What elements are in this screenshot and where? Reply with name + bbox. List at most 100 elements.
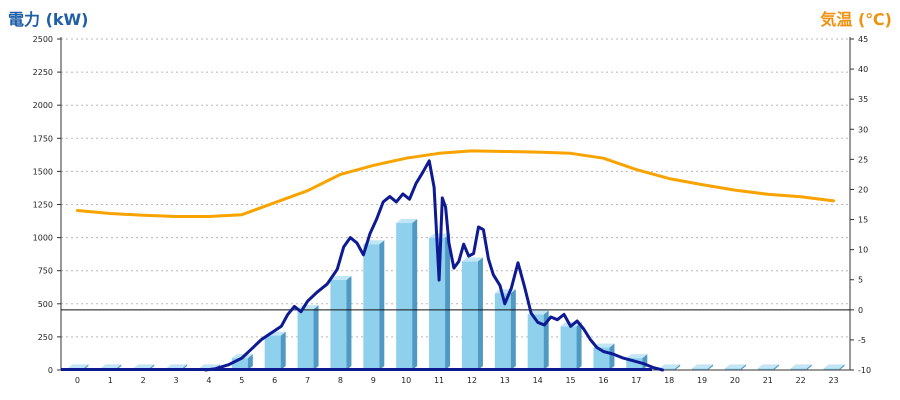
bar-side <box>510 289 516 370</box>
x-tick-label: 22 <box>796 376 806 385</box>
bar-face <box>692 368 709 370</box>
left-tick-label: 2500 <box>33 35 53 44</box>
left-tick-label: 2000 <box>33 101 53 110</box>
bar <box>297 305 319 370</box>
bar-top <box>133 364 155 369</box>
bar-side <box>576 322 582 370</box>
x-tick-label: 0 <box>75 376 80 385</box>
x-tick-label: 18 <box>664 376 674 385</box>
bar-face <box>429 237 446 370</box>
bar <box>461 257 483 370</box>
bar <box>330 275 352 370</box>
bar-side <box>839 364 845 370</box>
left-tick-label: 750 <box>38 267 53 276</box>
x-tick-label: 3 <box>174 376 179 385</box>
bar-top <box>166 364 188 369</box>
bar <box>527 310 549 370</box>
right-tick-label: 35 <box>858 95 868 104</box>
axes-layer <box>57 37 854 371</box>
bar-face <box>823 368 840 370</box>
bar-top <box>724 364 746 369</box>
left-tick-label: 1750 <box>33 134 53 143</box>
left-tick-label: 1000 <box>33 234 53 243</box>
x-tick-label: 12 <box>467 376 477 385</box>
bar-side <box>708 364 714 370</box>
bar-face <box>724 368 741 370</box>
x-tick-label: 13 <box>500 376 510 385</box>
x-tick-label: 10 <box>401 376 411 385</box>
bar-face <box>396 223 413 370</box>
bar-top <box>593 343 615 348</box>
x-tick-label: 5 <box>239 376 244 385</box>
bar-top <box>692 364 714 369</box>
bar-face <box>527 314 544 370</box>
x-tick-label: 2 <box>141 376 146 385</box>
right-tick-label: 20 <box>858 185 868 194</box>
left-tick-label: 500 <box>38 300 53 309</box>
bar-face <box>626 358 643 370</box>
bar-top <box>396 219 418 224</box>
bar-face <box>757 368 774 370</box>
bar <box>724 364 746 370</box>
bar-top <box>790 364 812 369</box>
lines-layer <box>61 149 836 372</box>
x-tick-label: 1 <box>108 376 113 385</box>
bar-face <box>790 368 807 370</box>
bar-side <box>280 331 286 370</box>
left-axis-title: 電力 (kW) <box>8 10 89 29</box>
bar-side <box>740 364 746 370</box>
bar-side <box>806 364 812 370</box>
bar <box>396 219 418 370</box>
bar <box>560 322 582 370</box>
bar-top <box>330 275 352 280</box>
x-tick-label: 16 <box>598 376 608 385</box>
bar-side <box>313 305 319 370</box>
right-tick-label: 5 <box>858 276 863 285</box>
right-tick-label: 45 <box>858 35 868 44</box>
bar <box>429 233 451 370</box>
x-tick-label: 21 <box>763 376 773 385</box>
bar-side <box>379 240 385 370</box>
labels-layer: 02505007501000125015001750200022502500-1… <box>33 35 871 385</box>
bar-top <box>67 364 89 369</box>
bar-face <box>659 368 676 370</box>
x-tick-label: 11 <box>434 376 444 385</box>
left-tick-label: 1250 <box>33 201 53 210</box>
bar-top <box>659 364 681 369</box>
x-tick-label: 4 <box>206 376 211 385</box>
bar <box>757 364 779 370</box>
x-tick-label: 23 <box>828 376 838 385</box>
left-tick-label: 2250 <box>33 68 53 77</box>
bar-side <box>675 364 681 370</box>
bar-side <box>609 343 615 370</box>
left-tick-label: 1500 <box>33 167 53 176</box>
bar-top <box>626 354 648 359</box>
bar <box>363 240 385 370</box>
bar-face <box>297 309 314 370</box>
bar-top <box>823 364 845 369</box>
bar-side <box>477 257 483 370</box>
bar-top <box>757 364 779 369</box>
x-tick-label: 9 <box>371 376 376 385</box>
power-line <box>204 159 665 372</box>
bar-face <box>264 335 281 370</box>
right-axis-title: 気温 (℃) <box>820 10 892 29</box>
bar-face <box>231 358 248 370</box>
bar <box>659 364 681 370</box>
bar-top <box>461 257 483 262</box>
right-tick-label: 10 <box>858 246 868 255</box>
left-tick-label: 0 <box>48 366 53 375</box>
bar-side <box>346 275 352 370</box>
bar <box>692 364 714 370</box>
right-tick-label: -5 <box>858 336 866 345</box>
right-tick-label: 0 <box>858 306 863 315</box>
bar <box>823 364 845 370</box>
right-tick-label: 40 <box>858 65 868 74</box>
bar-side <box>445 233 451 370</box>
right-tick-label: 15 <box>858 216 868 225</box>
bars-layer <box>67 219 845 370</box>
x-tick-label: 19 <box>697 376 707 385</box>
bar-face <box>363 244 380 370</box>
bar-top <box>100 364 122 369</box>
x-tick-label: 14 <box>533 376 543 385</box>
